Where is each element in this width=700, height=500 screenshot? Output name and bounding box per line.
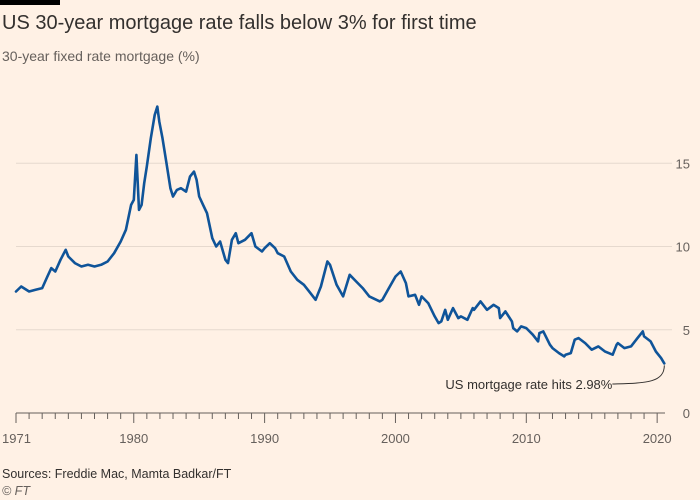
chart-title: US 30-year mortgage rate falls below 3% … [2,12,477,34]
x-tick-label: 2010 [512,431,541,446]
y-tick-label: 5 [683,323,690,338]
y-tick-label: 10 [676,240,690,255]
copyright-credit: © FT [2,484,30,498]
x-tick-label: 1971 [2,431,31,446]
ft-brand-bar [0,0,60,5]
chart-subtitle: 30-year fixed rate mortgage (%) [2,48,200,64]
annotation-label: US mortgage rate hits 2.98% [445,377,612,392]
annotation-connector [612,365,665,385]
x-tick-label: 2020 [643,431,672,446]
series-line [14,105,666,365]
x-tick-label: 1980 [119,431,148,446]
y-axis-ticks: 0 5 10 15 [676,156,690,421]
source-note: Sources: Freddie Mac, Mamta Badkar/FT [2,467,232,481]
grid-lines [16,162,672,331]
x-tick-label: 2000 [381,431,410,446]
x-axis-ticks: 1971 1980 1990 2000 2010 2020 [2,431,672,446]
x-axis [15,412,665,423]
x-tick-label: 1990 [250,431,279,446]
y-tick-label: 15 [676,156,690,171]
y-tick-label: 0 [683,406,690,421]
